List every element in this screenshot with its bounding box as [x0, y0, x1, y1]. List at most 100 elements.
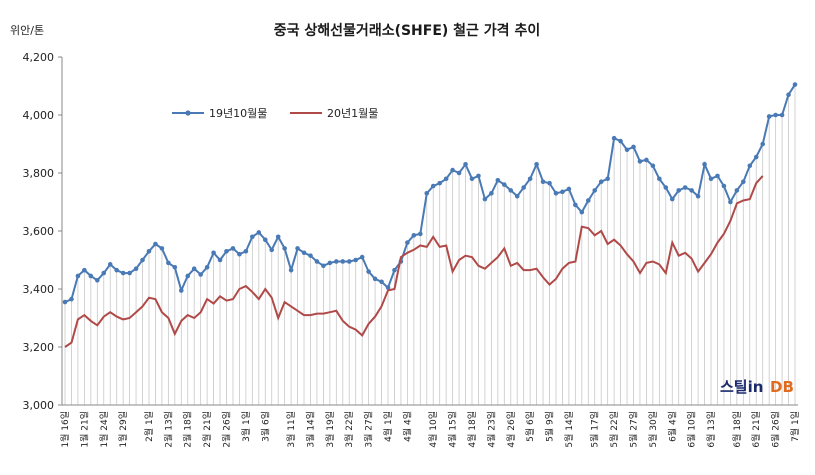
series-point-19-oct: [521, 185, 526, 190]
x-tick-label: 6월 4일: [666, 411, 678, 442]
series-point-19-oct: [579, 209, 585, 215]
series-point-19-oct: [411, 233, 417, 238]
x-tick-label: 2월 13일: [162, 411, 174, 448]
series-point-19-oct: [217, 257, 223, 263]
series-point-19-oct: [534, 162, 539, 167]
series-point-19-oct: [495, 177, 501, 183]
series-point-19-oct: [140, 257, 145, 263]
series-point-19-oct: [191, 266, 197, 272]
x-tick-label: 4월 23일: [485, 411, 497, 448]
x-tick-label: 6월 13일: [705, 411, 717, 448]
series-point-19-oct: [450, 167, 455, 173]
series-point-19-oct: [308, 253, 313, 258]
x-tick-label: 5월 17일: [589, 411, 601, 448]
series-point-19-oct: [508, 188, 514, 193]
series-point-19-oct: [295, 246, 300, 251]
series-point-19-oct: [166, 260, 171, 266]
x-tick-label: 3월 27일: [363, 411, 375, 448]
series-point-19-oct: [489, 191, 494, 196]
series-point-19-oct: [346, 259, 352, 264]
x-tick-label: 6월 18일: [731, 411, 743, 448]
series-point-19-oct: [695, 193, 701, 199]
series-point-19-oct: [88, 273, 94, 279]
series-point-19-oct: [269, 247, 275, 253]
series-point-19-oct: [243, 249, 249, 254]
x-tick-label: 5월 14일: [563, 411, 575, 448]
series-point-19-oct: [405, 240, 410, 245]
x-tick-label: 4월 26일: [505, 411, 517, 448]
series-point-19-oct: [540, 179, 546, 184]
series-point-19-oct: [107, 262, 113, 267]
watermark-text-db: DB: [770, 378, 794, 396]
series-point-19-oct: [114, 267, 119, 273]
x-tick-label: 5월 9일: [544, 411, 556, 442]
series-point-19-oct: [211, 250, 216, 256]
series-point-19-oct: [424, 191, 430, 196]
series-point-19-oct: [708, 176, 714, 182]
x-tick-label: 1월 29일: [117, 411, 129, 448]
legend-label-19-oct: 19년10월물: [209, 107, 267, 120]
x-tick-label: 5월 27일: [627, 411, 639, 448]
x-tick-label: 6월 21일: [750, 411, 762, 448]
series-point-19-oct: [553, 191, 559, 196]
x-tick-label: 4월 4일: [401, 411, 413, 442]
series-point-19-oct: [779, 112, 785, 118]
series-point-19-oct: [631, 144, 636, 150]
series-point-19-oct: [760, 141, 765, 147]
series-point-19-oct: [353, 257, 359, 263]
series-point-19-oct: [657, 176, 662, 182]
chart-title: 중국 상해선물거래소(SHFE) 철근 가격 추이: [274, 22, 540, 39]
x-tick-label: 4월 10일: [427, 411, 439, 448]
series-point-19-oct: [418, 231, 423, 237]
legend-marker-19-oct: [185, 110, 191, 116]
series-point-19-oct: [443, 176, 449, 182]
series-point-19-oct: [650, 163, 656, 169]
series-point-19-oct: [301, 250, 307, 256]
series-point-19-oct: [753, 154, 759, 160]
series-point-19-oct: [385, 285, 391, 290]
x-tick-label: 3월 14일: [304, 411, 316, 448]
x-tick-label: 2월 1일: [143, 411, 155, 442]
series-point-19-oct: [476, 173, 481, 179]
series-point-19-oct: [95, 278, 100, 283]
x-tick-label: 2월 18일: [182, 411, 194, 448]
series-point-19-oct: [792, 82, 798, 87]
series-point-19-oct: [644, 157, 649, 163]
series-point-19-oct: [741, 179, 746, 184]
series-point-19-oct: [573, 202, 578, 208]
series-point-19-oct: [702, 162, 707, 167]
series-point-19-oct: [598, 179, 604, 184]
series-point-19-oct: [127, 270, 132, 276]
series-point-19-oct: [663, 185, 669, 190]
series-point-19-oct: [469, 176, 475, 182]
series-point-19-oct: [340, 259, 346, 264]
series-point-19-oct: [82, 267, 87, 273]
x-tick-label: 5월 30일: [647, 411, 659, 448]
series-point-19-oct: [314, 259, 320, 264]
series-point-19-oct: [527, 176, 533, 182]
series-point-19-oct: [327, 260, 333, 266]
series-point-19-oct: [682, 185, 688, 190]
series-point-19-oct: [120, 270, 126, 276]
series-point-19-oct: [585, 198, 591, 203]
series-point-19-oct: [482, 196, 488, 202]
series-point-19-oct: [689, 188, 694, 193]
x-tick-label: 3월 22일: [343, 411, 355, 448]
x-tick-label: 1월 16일: [59, 411, 71, 448]
series-point-19-oct: [159, 246, 165, 251]
x-tick-label: 4월 1일: [382, 411, 394, 442]
series-point-19-oct: [456, 170, 462, 176]
series-point-19-oct: [359, 254, 365, 260]
series-point-19-oct: [75, 273, 81, 279]
x-tick-label: 2월 26일: [221, 411, 233, 448]
legend-label-20-jan: 20년1월물: [327, 107, 378, 120]
series-point-19-oct: [321, 263, 326, 269]
series-point-19-oct: [230, 246, 236, 251]
series-point-19-oct: [786, 92, 791, 97]
x-tick-label: 4월 15일: [447, 411, 459, 448]
x-tick-label: 5월 6일: [524, 411, 536, 442]
series-point-19-oct: [204, 264, 210, 270]
series-point-19-oct: [262, 237, 268, 242]
x-tick-label: 6월 26일: [770, 411, 782, 448]
x-tick-label: 4월 18일: [466, 411, 478, 448]
